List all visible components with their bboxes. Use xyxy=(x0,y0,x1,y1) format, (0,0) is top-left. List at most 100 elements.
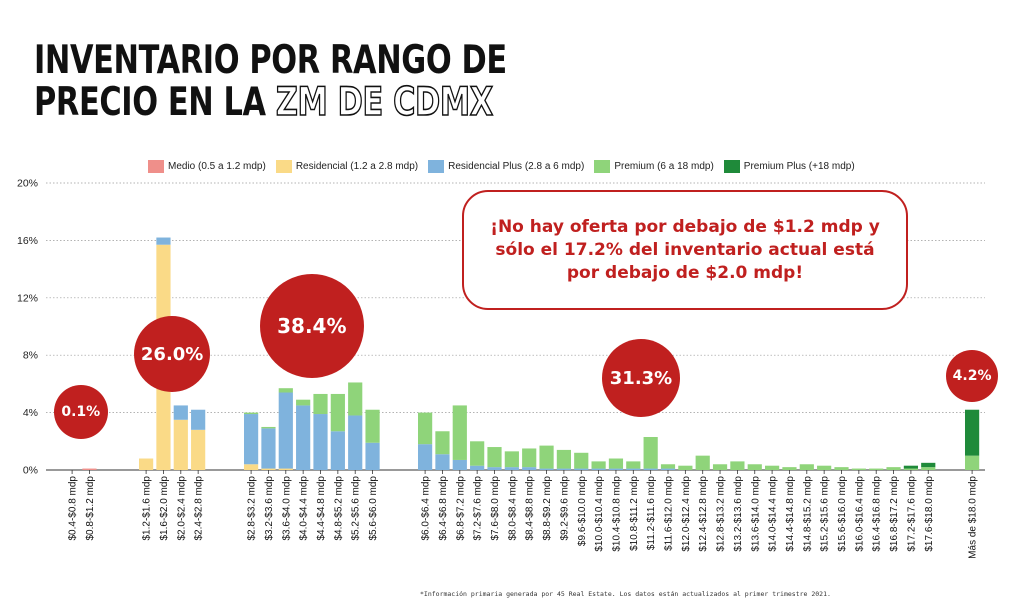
bar-segment xyxy=(261,428,276,469)
x-tick-label: $11.6-$12.0 mdp xyxy=(664,476,675,551)
bar-segment xyxy=(556,449,571,469)
bar-segment xyxy=(591,461,606,469)
x-tick-label: $14.0-$14.4 mdp xyxy=(768,476,779,552)
title-line-2-outline: ZM de CDMX xyxy=(275,80,494,125)
x-tick-label: Más de $18.0 mdp xyxy=(968,476,979,559)
x-tick-label: $1.2-$1.6 mdp xyxy=(142,476,153,541)
bar-segment xyxy=(418,412,433,445)
legend-swatch-medio xyxy=(148,159,164,173)
x-tick-label: $8.0-$8.4 mdp xyxy=(507,476,518,541)
bar-segment xyxy=(191,429,206,470)
bar-segment xyxy=(851,468,866,470)
y-tick-label: 12% xyxy=(17,292,38,304)
bar-segment xyxy=(574,452,589,469)
x-tick-label: $12.0-$12.4 mdp xyxy=(681,476,692,552)
bar-segment xyxy=(626,461,641,469)
x-tick-label: $12.8-$13.2 mdp xyxy=(716,476,727,552)
bar-segment xyxy=(765,465,780,470)
legend-label-medio: Medio (0.5 a 1.2 mdp) xyxy=(168,160,266,172)
bar-segment xyxy=(261,426,276,429)
bar-segment xyxy=(539,468,554,470)
title-line-2: precio en la ZM de CDMX xyxy=(34,80,507,125)
bar-segment xyxy=(660,468,676,470)
bar-segment xyxy=(747,464,762,470)
footnote: *Información primaria generada por 45 Re… xyxy=(420,590,831,598)
bar-segment xyxy=(608,468,624,470)
legend-label-residencial-plus: Residencial Plus (2.8 a 6 mdp) xyxy=(448,160,585,172)
x-tick-label: $14.4-$14.8 mdp xyxy=(785,476,796,552)
title-line-2-solid: precio en la xyxy=(34,80,266,125)
bar-segment xyxy=(487,447,502,468)
x-tick-label: $12.4-$12.8 mdp xyxy=(698,476,709,552)
y-tick-label: 0% xyxy=(23,465,38,477)
callout-box: ¡No hay oferta por debajo de $1.2 mdp y … xyxy=(462,190,908,310)
x-tick-label: $5.2-$5.6 mdp xyxy=(351,476,362,541)
bar-segment xyxy=(903,465,918,469)
bar-segment xyxy=(435,454,450,470)
x-tick-label: $17.6-$18.0 mdp xyxy=(924,476,935,552)
bar-segment xyxy=(886,467,901,470)
bar-segment xyxy=(782,467,797,470)
x-tick-label: $16.8-$17.2 mdp xyxy=(889,476,900,552)
x-tick-label: $3.2-$3.6 mdp xyxy=(264,476,275,541)
share-bubble: 26.0% xyxy=(134,316,211,392)
bar-segment xyxy=(296,405,311,470)
bar-segment xyxy=(660,464,676,469)
bar-segment xyxy=(418,444,433,470)
bar-segment xyxy=(539,445,554,469)
x-tick-label: $14.8-$15.2 mdp xyxy=(802,476,813,552)
bar-segment xyxy=(556,468,571,470)
bar-segment xyxy=(965,409,980,456)
x-tick-label: $1.6-$2.0 mdp xyxy=(159,476,170,541)
bar-segment xyxy=(365,409,380,443)
legend-item-medio: Medio (0.5 a 1.2 mdp) xyxy=(148,159,266,173)
title-line-1: Inventario por rango de xyxy=(34,38,507,83)
bar-segment xyxy=(643,468,658,470)
bar-segment xyxy=(139,458,154,470)
x-tick-label: $11.2-$11.6 mdp xyxy=(646,476,657,551)
x-tick-label: $7.6-$8.0 mdp xyxy=(490,476,501,541)
bar-segment xyxy=(452,405,467,460)
share-bubble-label: 4.2% xyxy=(952,368,992,384)
x-tick-label: $2.0-$2.4 mdp xyxy=(176,476,187,541)
legend-label-premium-plus: Premium Plus (+18 mdp) xyxy=(743,160,855,172)
bar-segment xyxy=(244,414,259,465)
bar-segment xyxy=(522,448,537,468)
bar-segment xyxy=(626,468,641,470)
bar-segment xyxy=(452,459,467,470)
bar-segment xyxy=(574,468,589,470)
x-tick-label: $4.8-$5.2 mdp xyxy=(333,476,344,541)
bar-segment xyxy=(965,455,980,470)
callout-text: ¡No hay oferta por debajo de $1.2 mdp y … xyxy=(490,216,880,283)
share-bubble-label: 0.1% xyxy=(61,404,101,420)
legend-item-premium-plus: Premium Plus (+18 mdp) xyxy=(723,159,855,173)
chart-title: Inventario por rango de precio en la ZM … xyxy=(34,38,507,125)
x-tick-label: $13.6-$14.0 mdp xyxy=(750,476,761,552)
bar-segment xyxy=(82,468,97,470)
bar-segment xyxy=(470,465,485,470)
bar-segment xyxy=(608,458,624,469)
legend-item-premium: Premium (6 a 18 mdp) xyxy=(594,159,714,173)
share-bubble-label: 31.3% xyxy=(609,367,673,389)
x-tick-label: $0.4-$0.8 mdp xyxy=(68,476,79,541)
legend-label-premium: Premium (6 a 18 mdp) xyxy=(614,160,714,172)
y-tick-label: 16% xyxy=(17,235,38,247)
x-tick-label: $2.8-$3.2 mdp xyxy=(247,476,258,541)
bar-segment xyxy=(278,468,293,470)
bar-segment xyxy=(191,409,206,430)
bar-segment xyxy=(643,436,658,469)
x-tick-label: $6.0-$6.4 mdp xyxy=(421,476,432,541)
x-tick-label: $6.8-$7.2 mdp xyxy=(455,476,466,541)
bar-segment xyxy=(504,467,519,470)
share-bubble-label: 26.0% xyxy=(140,343,204,365)
share-bubble-label: 38.4% xyxy=(277,314,347,338)
x-tick-label: $9.2-$9.6 mdp xyxy=(559,476,570,541)
share-bubble: 31.3% xyxy=(602,339,680,417)
x-tick-label: $3.6-$4.0 mdp xyxy=(281,476,292,541)
bar-segment xyxy=(348,415,363,470)
bar-segment xyxy=(313,414,328,470)
bar-segment xyxy=(244,464,259,470)
x-tick-label: $16.0-$16.4 mdp xyxy=(854,476,865,552)
bar-segment xyxy=(834,467,849,470)
